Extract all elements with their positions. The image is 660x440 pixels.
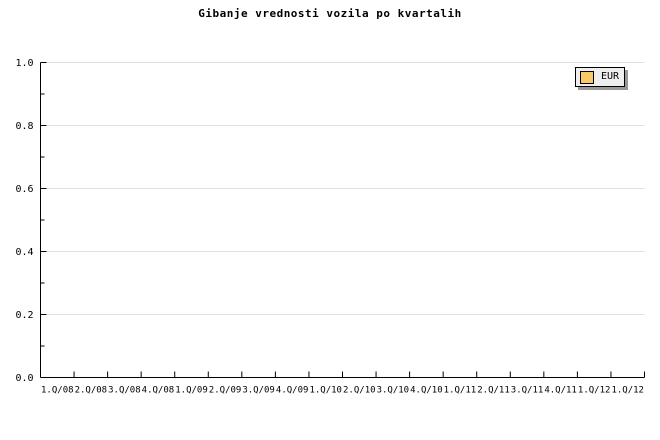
x-tick-label: 2.Q/11 (477, 386, 510, 396)
x-tick-label: 1.Q/11 (444, 386, 477, 396)
x-tick-label: 2.Q/08 (75, 386, 108, 396)
x-tick-label: 2.Q/10 (343, 386, 376, 396)
x-tick-label: 4.Q/10 (410, 386, 443, 396)
y-tick-label: 0.6 (15, 184, 33, 195)
y-tick-label: 0.0 (15, 373, 33, 384)
x-tick-label: 3.Q/11 (511, 386, 544, 396)
x-tick-label: 2.Q/09 (209, 386, 242, 396)
legend-box: EUR (575, 67, 625, 87)
chart-title: Gibanje vrednosti vozila po kvartalih (198, 7, 462, 20)
x-tick-label: 3.Q/10 (377, 386, 410, 396)
x-tick-label: 1.Q/10 (309, 386, 342, 396)
y-tick-label: 0.8 (15, 121, 33, 132)
x-tick-label: 3.Q/08 (108, 386, 141, 396)
x-tick-label: 1.Q/12 (578, 386, 611, 396)
x-tick-label: 4.Q/09 (276, 386, 309, 396)
x-tick-label: 4.Q/11 (544, 386, 577, 396)
legend-swatch-icon (580, 70, 594, 84)
x-tick-label: 1.Q/09 (175, 386, 208, 396)
y-tick-label: 0.4 (15, 247, 33, 258)
x-tick-label: 1.Q/12 (611, 386, 644, 396)
x-tick-label: 1.Q/08 (41, 386, 74, 396)
x-tick-label: 4.Q/08 (142, 386, 175, 396)
legend-series-label: EUR (601, 71, 620, 82)
y-tick-label: 0.2 (15, 310, 33, 321)
y-tick-label: 1.0 (15, 58, 33, 69)
x-tick-label: 3.Q/09 (242, 386, 275, 396)
